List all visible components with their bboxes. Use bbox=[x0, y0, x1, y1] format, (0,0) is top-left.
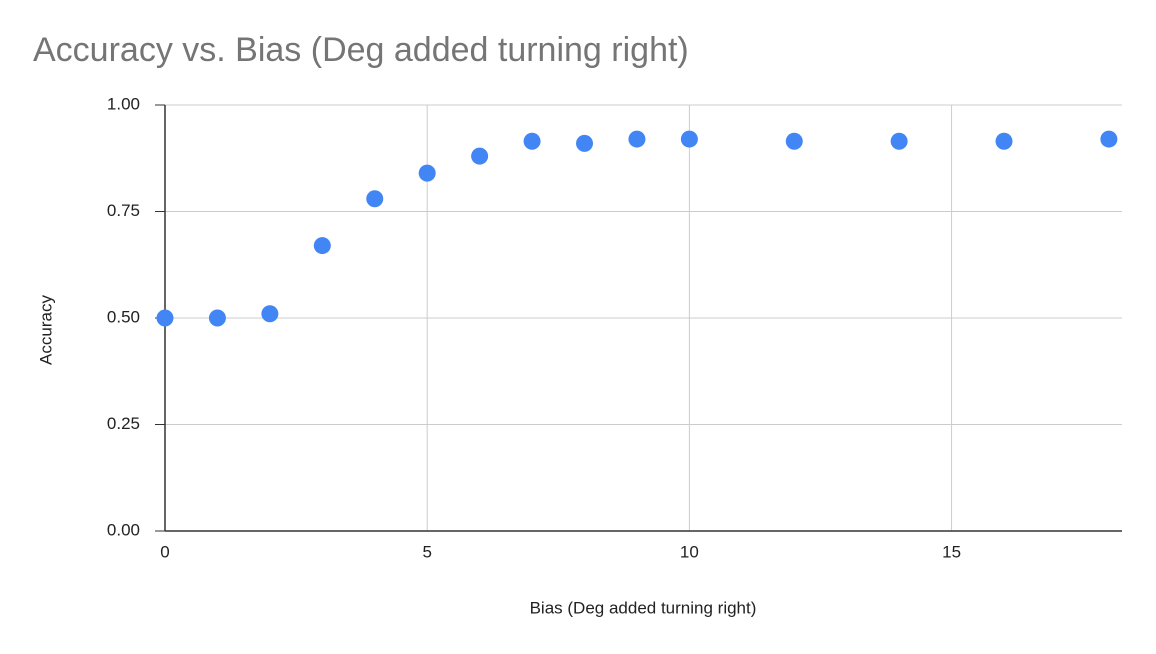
point bbox=[995, 132, 1013, 150]
y-tick-label: 0.50 bbox=[107, 307, 140, 326]
x-tick-label: 5 bbox=[422, 542, 431, 561]
point bbox=[261, 305, 279, 323]
point bbox=[890, 132, 908, 150]
point bbox=[418, 164, 436, 182]
x-tick-label: 0 bbox=[160, 542, 169, 561]
point bbox=[156, 309, 174, 327]
point bbox=[523, 132, 541, 150]
chart-title: Accuracy vs. Bias (Deg added turning rig… bbox=[33, 31, 689, 69]
y-axis-label: Accuracy bbox=[36, 295, 55, 365]
point bbox=[680, 130, 698, 148]
y-tick-label: 0.00 bbox=[107, 520, 140, 539]
x-tick-label: 15 bbox=[942, 542, 961, 561]
y-tick-label: 0.75 bbox=[107, 201, 140, 220]
y-tick-label: 1.00 bbox=[107, 94, 140, 113]
point bbox=[313, 237, 331, 255]
point bbox=[208, 309, 226, 327]
x-tick-label: 10 bbox=[680, 542, 699, 561]
point bbox=[576, 134, 594, 152]
point bbox=[366, 190, 384, 208]
point bbox=[785, 132, 803, 150]
point bbox=[1100, 130, 1118, 148]
y-tick-label: 0.25 bbox=[107, 414, 140, 433]
point bbox=[471, 147, 489, 165]
x-axis-label: Bias (Deg added turning right) bbox=[530, 598, 757, 617]
point bbox=[628, 130, 646, 148]
